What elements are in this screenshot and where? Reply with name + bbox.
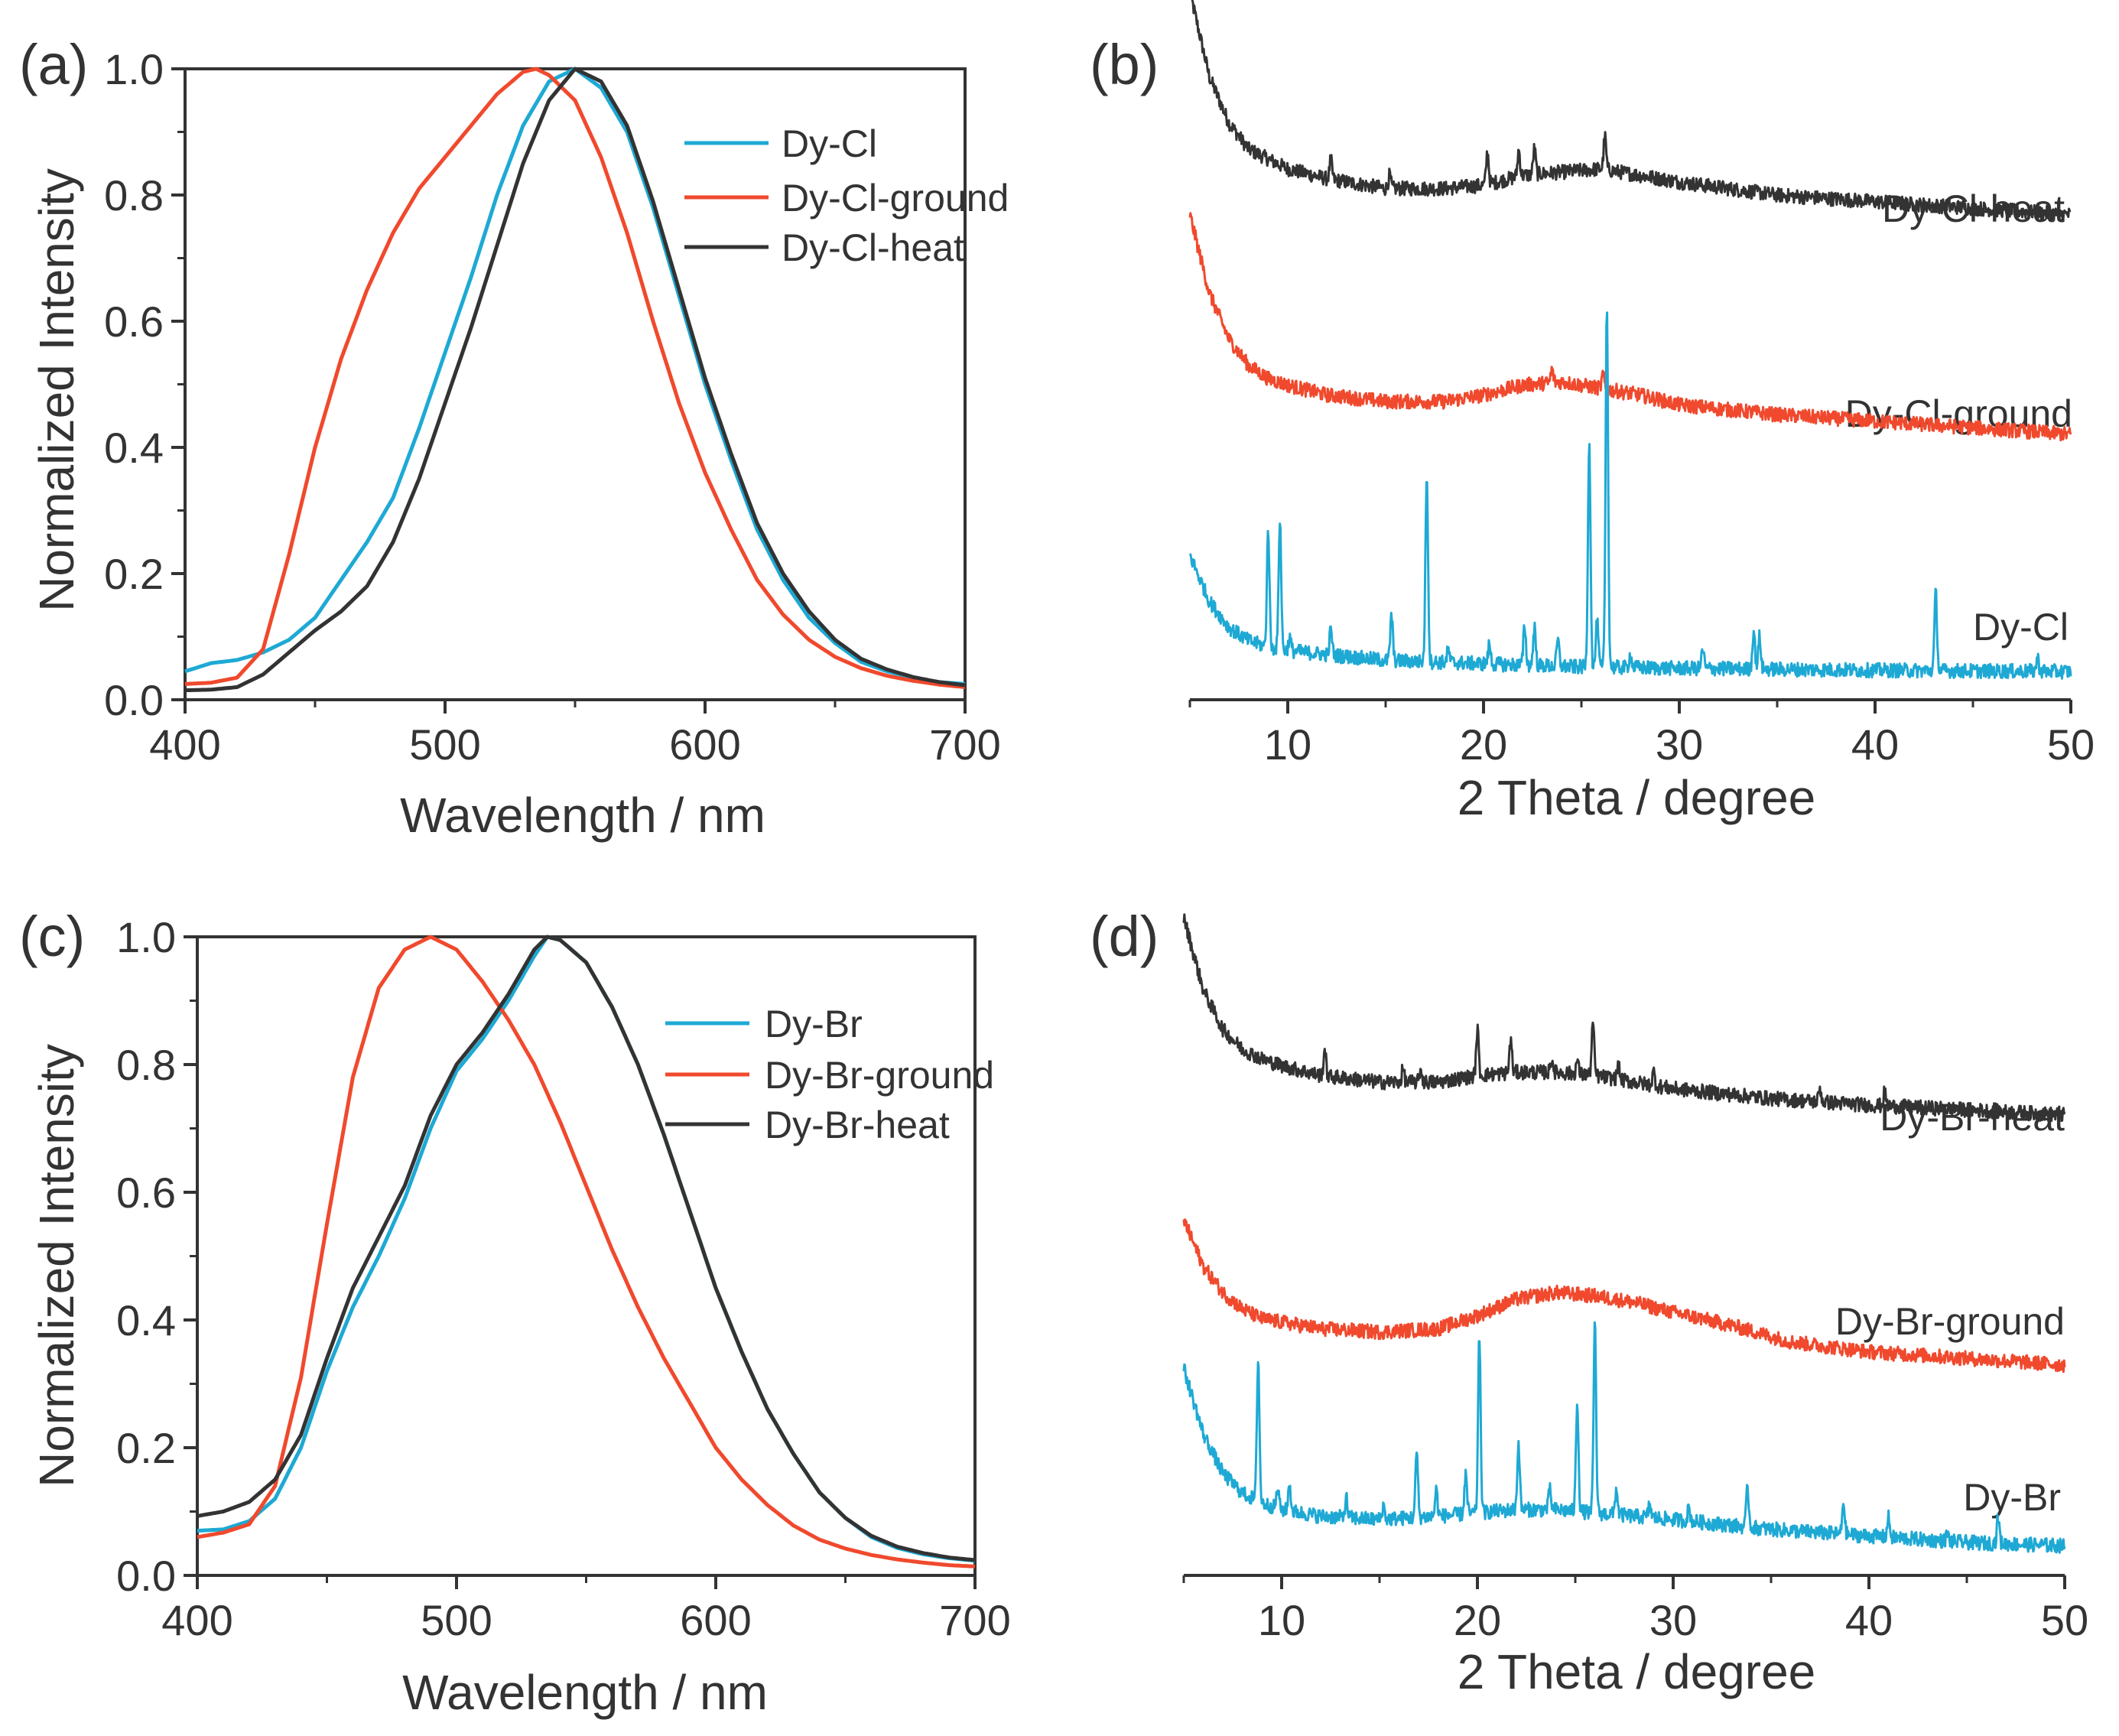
- legend-label-a-1: Dy-Cl-ground: [782, 177, 1009, 219]
- x-tick-label-c-0: 400: [161, 1596, 232, 1644]
- legend-label-c-0: Dy-Br: [765, 1003, 863, 1045]
- y-tick-label-c-5: 1.0: [116, 913, 176, 961]
- x-axis-title-d: 2 Theta / degree: [1458, 1644, 1816, 1699]
- series-line-b-1: [1188, 212, 2072, 442]
- x-tick-label-a-2: 600: [669, 720, 740, 769]
- x-tick-label-d-1: 20: [1454, 1596, 1501, 1644]
- x-tick-label-b-4: 50: [2047, 720, 2095, 769]
- panel-c: (c) Normalized Intensity Wavelength / nm…: [19, 905, 1011, 1720]
- y-tick-label-a-1: 0.2: [104, 550, 164, 598]
- x-tick-label-a-0: 400: [149, 720, 220, 769]
- series-line-c-1: [197, 935, 976, 1569]
- x-tick-label-c-2: 600: [680, 1596, 751, 1644]
- y-tick-label-a-3: 0.6: [104, 297, 164, 346]
- panel-label-c: (c): [19, 905, 85, 968]
- x-tick-label-a-3: 700: [929, 720, 1000, 769]
- y-tick-label-c-0: 0.0: [116, 1552, 176, 1600]
- series-line-a-2: [184, 67, 966, 693]
- panel-label-d: (d): [1090, 905, 1159, 968]
- legend-c: Dy-Br Dy-Br-ground Dy-Br-heat: [665, 1003, 994, 1146]
- legend-label-c-1: Dy-Br-ground: [765, 1054, 994, 1097]
- x-tick-label-d-3: 40: [1845, 1596, 1893, 1644]
- panel-a: (a) Normalized Intensity Wavelength / nm…: [19, 33, 1009, 843]
- y-tick-label-a-0: 0.0: [104, 676, 164, 724]
- panel-label-a: (a): [19, 33, 88, 96]
- x-tick-label-d-4: 50: [2041, 1596, 2088, 1644]
- series-line-b-0: [1191, 0, 2072, 223]
- y-tick-label-a-5: 1.0: [104, 45, 164, 93]
- x-tick-label-c-1: 500: [421, 1596, 492, 1644]
- x-tick-label-d-2: 30: [1649, 1596, 1697, 1644]
- series-line-d-2: [1182, 1321, 2066, 1554]
- y-axis-title-c: Normalized Intensity: [29, 1044, 84, 1487]
- panel-d: (d) 2 Theta / degree Dy-Br-heat Dy-Br-gr…: [1090, 905, 2088, 1699]
- curve-label-d-2: Dy-Br: [1963, 1476, 2061, 1519]
- legend-label-a-0: Dy-Cl: [782, 122, 877, 165]
- x-tick-label-b-1: 20: [1460, 720, 1507, 769]
- panel-label-b: (b): [1090, 33, 1159, 96]
- curve-label-d-1: Dy-Br-ground: [1835, 1300, 2065, 1343]
- x-tick-label-a-1: 500: [409, 720, 480, 769]
- x-tick-label-d-0: 10: [1258, 1596, 1305, 1644]
- series-line-d-1: [1182, 1218, 2066, 1374]
- series-line-a-1: [184, 67, 966, 689]
- legend-label-c-2: Dy-Br-heat: [765, 1104, 950, 1146]
- panel-b: (b) 2 Theta / degree Dy-Cl-heat Dy-Cl-gr…: [1090, 0, 2095, 825]
- y-tick-label-a-4: 0.8: [104, 171, 164, 219]
- y-tick-label-a-2: 0.4: [104, 424, 164, 472]
- x-axis-title-b: 2 Theta / degree: [1458, 770, 1816, 825]
- y-tick-label-c-2: 0.4: [116, 1296, 176, 1344]
- y-axis-title-a: Normalized Intensity: [29, 168, 84, 612]
- x-tick-label-b-2: 30: [1656, 720, 1703, 769]
- x-tick-label-c-3: 700: [939, 1596, 1010, 1644]
- x-tick-label-b-3: 40: [1851, 720, 1899, 769]
- y-tick-label-c-4: 0.8: [116, 1041, 176, 1089]
- series-line-d-0: [1182, 913, 2066, 1123]
- x-axis-title-c: Wavelength / nm: [402, 1665, 768, 1720]
- legend-a: Dy-Cl Dy-Cl-ground Dy-Cl-heat: [684, 122, 1009, 269]
- series-line-b-2: [1188, 311, 2072, 680]
- x-tick-label-b-0: 10: [1264, 720, 1311, 769]
- curve-label-b-2: Dy-Cl: [1973, 606, 2069, 649]
- legend-label-a-2: Dy-Cl-heat: [782, 226, 964, 269]
- y-tick-label-c-3: 0.6: [116, 1169, 176, 1217]
- y-tick-label-c-1: 0.2: [116, 1424, 176, 1472]
- series-line-c-2: [197, 935, 976, 1562]
- x-axis-title-a: Wavelength / nm: [400, 788, 765, 843]
